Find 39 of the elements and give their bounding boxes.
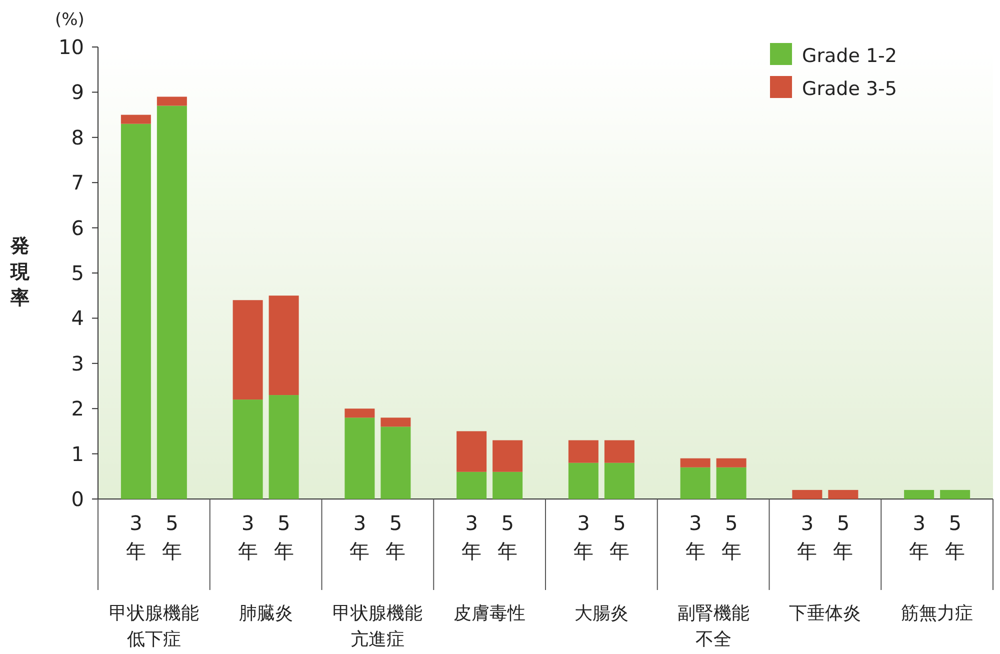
text: 大腸炎: [574, 603, 628, 624]
y-tick-label: 8: [71, 125, 84, 150]
chart-title: (%): [55, 10, 84, 30]
x-tick-label: 3年: [126, 511, 146, 563]
x-tick-label: 3年: [685, 511, 706, 563]
y-tick-label: 6: [71, 216, 84, 240]
x-tick-label: 3年: [573, 511, 594, 563]
x-tick-label: 5年: [162, 511, 182, 563]
text: 下垂体炎: [789, 603, 862, 624]
legend-label: Grade 3-5: [802, 78, 897, 100]
text: 皮膚毒性: [454, 603, 526, 624]
x-tick-label: 5年: [833, 511, 854, 563]
x-tick-label: 5年: [609, 511, 630, 563]
text: 副腎機能不全: [677, 603, 750, 650]
text: 甲状腺機能低下症: [108, 603, 199, 650]
x-tick-label: 5年: [945, 511, 966, 563]
text: 甲状腺機能亢進症: [332, 603, 423, 650]
x-tick-label: 5年: [498, 511, 518, 563]
y-tick-label: 0: [71, 487, 84, 511]
y-tick-label: 4: [71, 306, 84, 330]
x-tick-label: 3年: [797, 511, 818, 563]
x-tick-label: 3年: [238, 511, 258, 563]
y-tick-label: 3: [71, 351, 84, 376]
y-axis-title: 発現率: [10, 235, 30, 309]
text: 肺臓炎: [238, 603, 293, 624]
x-tick-label: 5年: [274, 511, 294, 563]
legend-label: Grade 1-2: [802, 45, 897, 67]
x-tick-label: 5年: [721, 511, 742, 563]
y-tick-label: 1: [71, 442, 84, 466]
y-tick-label: 10: [58, 35, 84, 59]
text: 筋無力症: [901, 603, 974, 624]
y-tick-label: 5: [71, 261, 84, 285]
y-tick-label: 2: [71, 396, 84, 421]
y-tick-label: 7: [71, 170, 84, 195]
x-tick-label: 5年: [386, 511, 406, 563]
x-tick-label: 3年: [909, 511, 930, 563]
x-tick-label: 3年: [462, 511, 482, 563]
x-tick-label: 3年: [350, 511, 370, 563]
y-tick-label: 9: [71, 80, 84, 104]
